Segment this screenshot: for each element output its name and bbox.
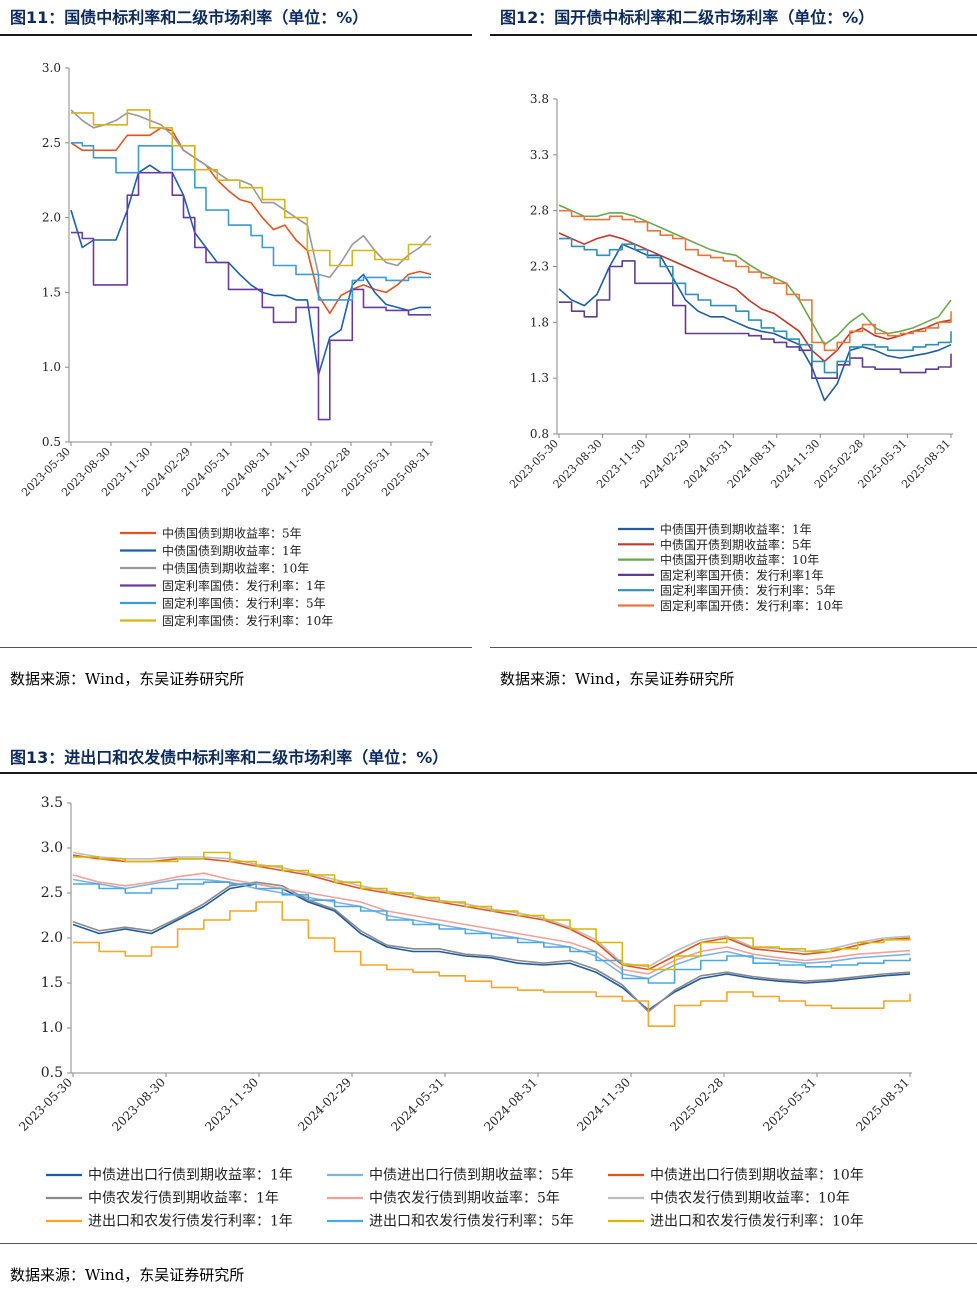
series-line-1	[72, 883, 911, 1011]
legend-label-3: 中债进出口行债到期收益率：10年	[650, 1167, 864, 1184]
series-line-1	[558, 243, 952, 402]
series-line-6	[71, 109, 431, 267]
series-line-9	[73, 851, 911, 971]
fig11-source: 数据来源：Wind，东吴证券研究所	[10, 670, 245, 688]
fig11-bottom-rule	[0, 647, 472, 648]
x-tick-label: 2023-08-30	[109, 1075, 168, 1134]
series-line-2	[558, 232, 952, 363]
x-tick-label: 2025-08-31	[853, 1075, 912, 1134]
y-tick-label: 2.5	[42, 136, 61, 150]
y-tick-label: 3.5	[41, 795, 63, 811]
y-tick-label: 1.5	[41, 975, 63, 991]
legend-label-2: 中债国开债到期收益率：5年	[660, 537, 812, 552]
legend-label-3: 中债国债到期收益率：10年	[162, 561, 309, 576]
y-tick-label: 0.8	[530, 427, 549, 441]
y-tick-label: 3.0	[42, 61, 61, 75]
series-line-5	[72, 872, 911, 975]
legend-label-9: 进出口和农发行债发行利率：10年	[650, 1213, 864, 1230]
legend-label-6: 中债农发行债到期收益率：10年	[650, 1190, 850, 1207]
legend-label-7: 进出口和农发行债发行利率：1年	[88, 1213, 293, 1230]
legend-label-1: 中债国债到期收益率：5年	[162, 526, 302, 541]
x-tick-label: 2024-11-30	[574, 1075, 633, 1134]
fig11-top-rule	[0, 34, 472, 36]
legend-label-2: 中债进出口行债到期收益率：5年	[369, 1167, 574, 1184]
y-tick-label: 2.0	[41, 930, 63, 946]
fig13-top-rule	[0, 772, 977, 774]
legend-label-1: 中债国开债到期收益率：1年	[660, 522, 812, 537]
series-line-2	[70, 164, 431, 376]
legend-label-4: 中债农发行债到期收益率：1年	[88, 1190, 279, 1207]
y-tick-label: 1.5	[42, 285, 61, 299]
series-line-3	[70, 109, 432, 279]
legend-label-8: 进出口和农发行债发行利率：5年	[369, 1213, 574, 1230]
legend-label-6: 固定利率国债：发行利率：10年	[162, 613, 333, 628]
y-tick-label: 3.8	[530, 92, 549, 106]
x-tick-label: 2024-08-31	[481, 1075, 540, 1134]
fig11-title: 图11：国债中标利率和二级市场利率（单位：%）	[10, 8, 369, 27]
series-line-8	[73, 881, 911, 984]
y-tick-label: 1.0	[41, 1020, 63, 1036]
legend-label-2: 中债国债到期收益率：1年	[162, 543, 302, 558]
y-tick-label: 0.5	[41, 1065, 63, 1081]
x-tick-label: 2025-02-28	[667, 1075, 726, 1134]
legend-label-5: 固定利率国债：发行利率：5年	[162, 596, 326, 611]
series-line-5	[559, 237, 952, 374]
series-line-4	[72, 881, 911, 1013]
y-tick-label: 1.0	[42, 360, 61, 374]
x-tick-label: 2023-05-30	[16, 1075, 75, 1134]
fig13-bottom-rule	[0, 1243, 977, 1244]
y-tick-label: 1.3	[530, 371, 549, 385]
legend-label-6: 固定利率国开债：发行利率：10年	[660, 598, 843, 613]
x-tick-label: 2024-02-29	[295, 1075, 354, 1134]
y-tick-label: 2.0	[42, 211, 61, 225]
legend-label-5: 中债农发行债到期收益率：5年	[369, 1190, 560, 1207]
series-line-4	[559, 260, 952, 379]
y-tick-label: 0.5	[42, 435, 61, 449]
legend-label-4: 固定利率国债：发行利率：1年	[162, 578, 326, 593]
y-tick-label: 1.8	[530, 315, 549, 329]
legend-label-5: 固定利率国开债：发行利率：5年	[660, 583, 836, 598]
x-tick-label: 2024-05-31	[388, 1075, 447, 1134]
fig12-bottom-rule	[490, 647, 977, 648]
legend-label-1: 中债进出口行债到期收益率：1年	[88, 1167, 293, 1184]
series-line-3	[558, 204, 952, 346]
fig12-source: 数据来源：Wind，东吴证券研究所	[500, 670, 735, 688]
series-line-3	[72, 854, 911, 971]
legend-label-4: 固定利率国开债：发行利率1年	[660, 567, 824, 582]
series-line-6	[559, 209, 952, 352]
y-tick-label: 3.3	[530, 148, 549, 162]
fig12-top-rule	[490, 34, 977, 36]
series-line-7	[73, 901, 911, 1027]
x-tick-label: 2025-05-31	[760, 1075, 819, 1134]
y-tick-label: 3.0	[41, 840, 63, 856]
y-tick-label: 2.5	[41, 885, 63, 901]
series-line-5	[71, 142, 431, 301]
fig13-source: 数据来源：Wind，东吴证券研究所	[10, 1266, 245, 1284]
fig13-title: 图13：进出口和农发债中标利率和二级市场利率（单位：%）	[10, 748, 449, 767]
y-tick-label: 2.8	[530, 204, 549, 218]
series-line-4	[71, 171, 431, 421]
x-tick-label: 2023-11-30	[202, 1075, 261, 1134]
legend-label-3: 中债国开债到期收益率：10年	[660, 552, 819, 567]
y-tick-label: 2.3	[530, 260, 549, 274]
fig12-title: 图12：国开债中标利率和二级市场利率（单位：%）	[500, 8, 875, 27]
